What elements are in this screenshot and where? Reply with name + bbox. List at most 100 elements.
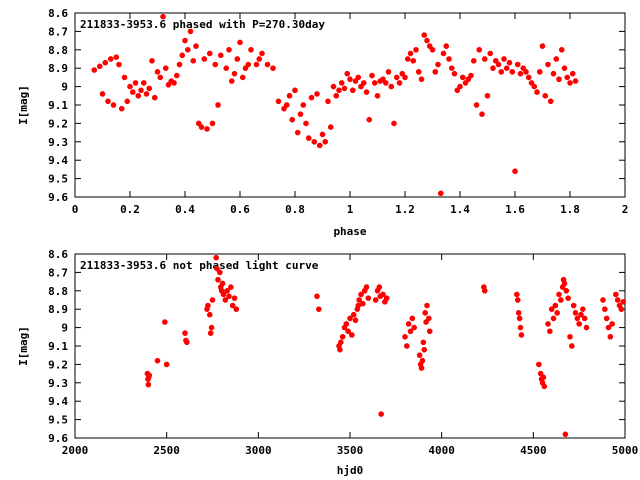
data-point: [146, 372, 152, 379]
y-tick-label: 8.6: [48, 7, 68, 20]
data-point: [391, 120, 397, 127]
data-point: [449, 65, 455, 71]
data-point: [146, 85, 152, 92]
y-tick-label: 9.2: [48, 117, 68, 130]
data-point: [537, 69, 543, 75]
data-point: [376, 284, 383, 290]
data-point: [620, 299, 626, 305]
data-point: [182, 37, 188, 44]
data-point: [567, 80, 573, 86]
data-point: [319, 131, 326, 138]
data-point: [207, 312, 213, 318]
data-point: [345, 328, 351, 334]
data-point: [402, 74, 408, 81]
y-tick-label: 8.8: [48, 285, 68, 298]
x-tick-label: 1.4: [450, 203, 470, 216]
x-axis-label: hjd0: [337, 464, 364, 477]
data-point: [339, 80, 345, 86]
data-point: [233, 306, 240, 312]
data-point: [152, 94, 158, 101]
data-point: [217, 269, 223, 276]
data-point: [176, 61, 183, 68]
data-point: [343, 321, 350, 327]
data-point: [570, 302, 577, 309]
data-point: [561, 280, 568, 287]
data-point: [91, 67, 97, 73]
data-point: [226, 293, 232, 300]
data-point: [374, 93, 381, 99]
y-tick-label: 8.9: [48, 303, 68, 316]
x-tick-label: 0.2: [120, 203, 140, 216]
unphased-light-curve-panel: 2000 2500 3000 3500 4000 4500 5000 8.6 8.7 8.8 8.9…: [17, 248, 638, 477]
x-tick-label: 0.8: [285, 203, 305, 216]
x-tick-label: 2: [622, 203, 629, 216]
data-point: [583, 324, 590, 331]
data-point: [422, 310, 428, 316]
y-tick-label: 9.3: [48, 377, 68, 390]
data-point: [424, 37, 430, 44]
data-point: [163, 361, 170, 368]
chart-title: 211833-3953.6 phased with P=270.30day: [80, 18, 325, 31]
data-point: [138, 87, 144, 93]
data-point: [328, 124, 334, 130]
data-point: [317, 142, 323, 149]
data-point: [569, 343, 575, 349]
data-point: [580, 306, 586, 312]
data-point: [157, 74, 163, 81]
data-point: [215, 277, 221, 283]
data-point: [534, 89, 540, 95]
data-point: [435, 61, 441, 68]
x-tick-label: 4500: [520, 444, 547, 457]
data-point: [333, 93, 339, 99]
phased-light-curve-panel: 0 0.2 0.4 0.6 0.8 1 1.2 1.4 1.6 1.8 2 8.6 8.7 8.8 8.9 9…: [17, 7, 628, 238]
data-point: [572, 78, 579, 84]
data-point: [409, 315, 416, 322]
x-tick-label: 4000: [428, 444, 455, 457]
data-point: [132, 80, 139, 86]
data-point: [554, 310, 560, 316]
data-point: [143, 91, 150, 97]
data-point: [446, 56, 452, 62]
data-point: [545, 61, 551, 68]
data-point: [383, 295, 390, 301]
data-point: [404, 343, 410, 349]
data-point: [418, 76, 425, 82]
data-point: [550, 315, 557, 322]
x-tick-label: 1.8: [560, 203, 580, 216]
data-point: [264, 61, 271, 68]
data-point: [495, 61, 502, 68]
data-point: [223, 65, 229, 71]
data-point: [609, 321, 615, 327]
data-point: [99, 91, 106, 97]
data-point: [424, 302, 430, 309]
data-point: [198, 124, 205, 130]
data-point: [121, 74, 128, 81]
data-point: [193, 43, 199, 49]
data-point: [526, 74, 532, 81]
x-tick-label: 3500: [337, 444, 364, 457]
y-tick-label: 9: [61, 81, 68, 94]
data-point: [204, 126, 210, 132]
data-point: [184, 339, 190, 346]
data-point: [308, 94, 315, 101]
data-point: [603, 315, 610, 322]
data-point: [231, 295, 238, 301]
data-point: [174, 72, 180, 79]
data-point: [275, 98, 282, 105]
data-point: [426, 315, 432, 322]
data-point: [213, 254, 219, 261]
data-point: [219, 280, 226, 287]
data-point: [523, 69, 529, 75]
x-tick-label: 1.2: [395, 203, 415, 216]
data-point: [314, 293, 320, 300]
data-point: [311, 139, 317, 145]
data-point: [564, 74, 570, 81]
data-point: [421, 346, 427, 353]
data-point: [234, 56, 240, 62]
data-point: [284, 102, 290, 108]
data-point: [576, 321, 582, 327]
data-point: [108, 56, 114, 62]
y-tick-label: 9.6: [48, 432, 68, 445]
data-point: [484, 93, 491, 99]
